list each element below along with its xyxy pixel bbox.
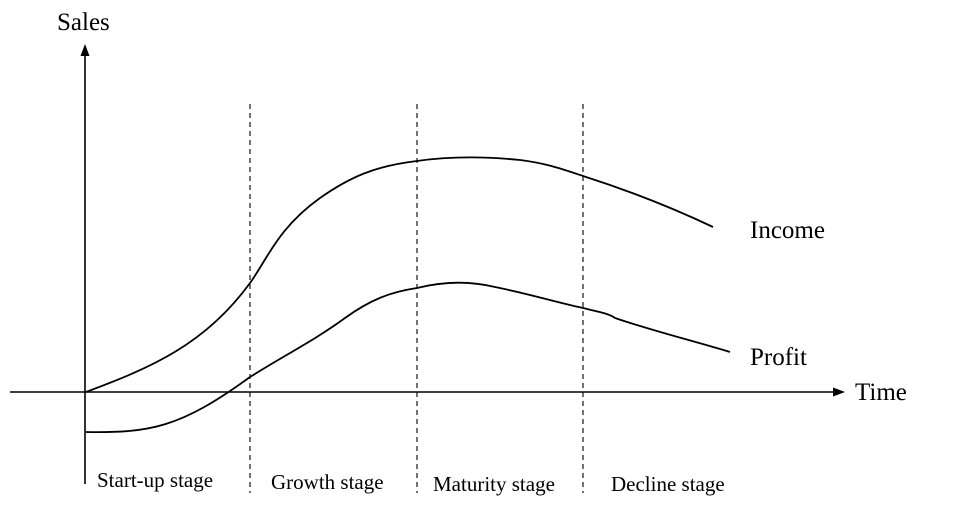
stage-label-startup: Start-up stage	[97, 468, 213, 492]
stage-label-decline: Decline stage	[611, 472, 725, 496]
income-curve	[85, 156, 714, 393]
x-axis-title: Time	[855, 379, 907, 406]
profit-label: Profit	[750, 344, 807, 371]
y-axis-title: Sales	[57, 9, 110, 36]
y-axis-arrow	[80, 44, 90, 56]
stage-label-maturity: Maturity stage	[433, 472, 555, 496]
income-label: Income	[750, 217, 825, 244]
x-axis-arrow	[833, 387, 845, 397]
stage-label-growth: Growth stage	[271, 470, 384, 494]
profit-curve	[85, 281, 731, 434]
